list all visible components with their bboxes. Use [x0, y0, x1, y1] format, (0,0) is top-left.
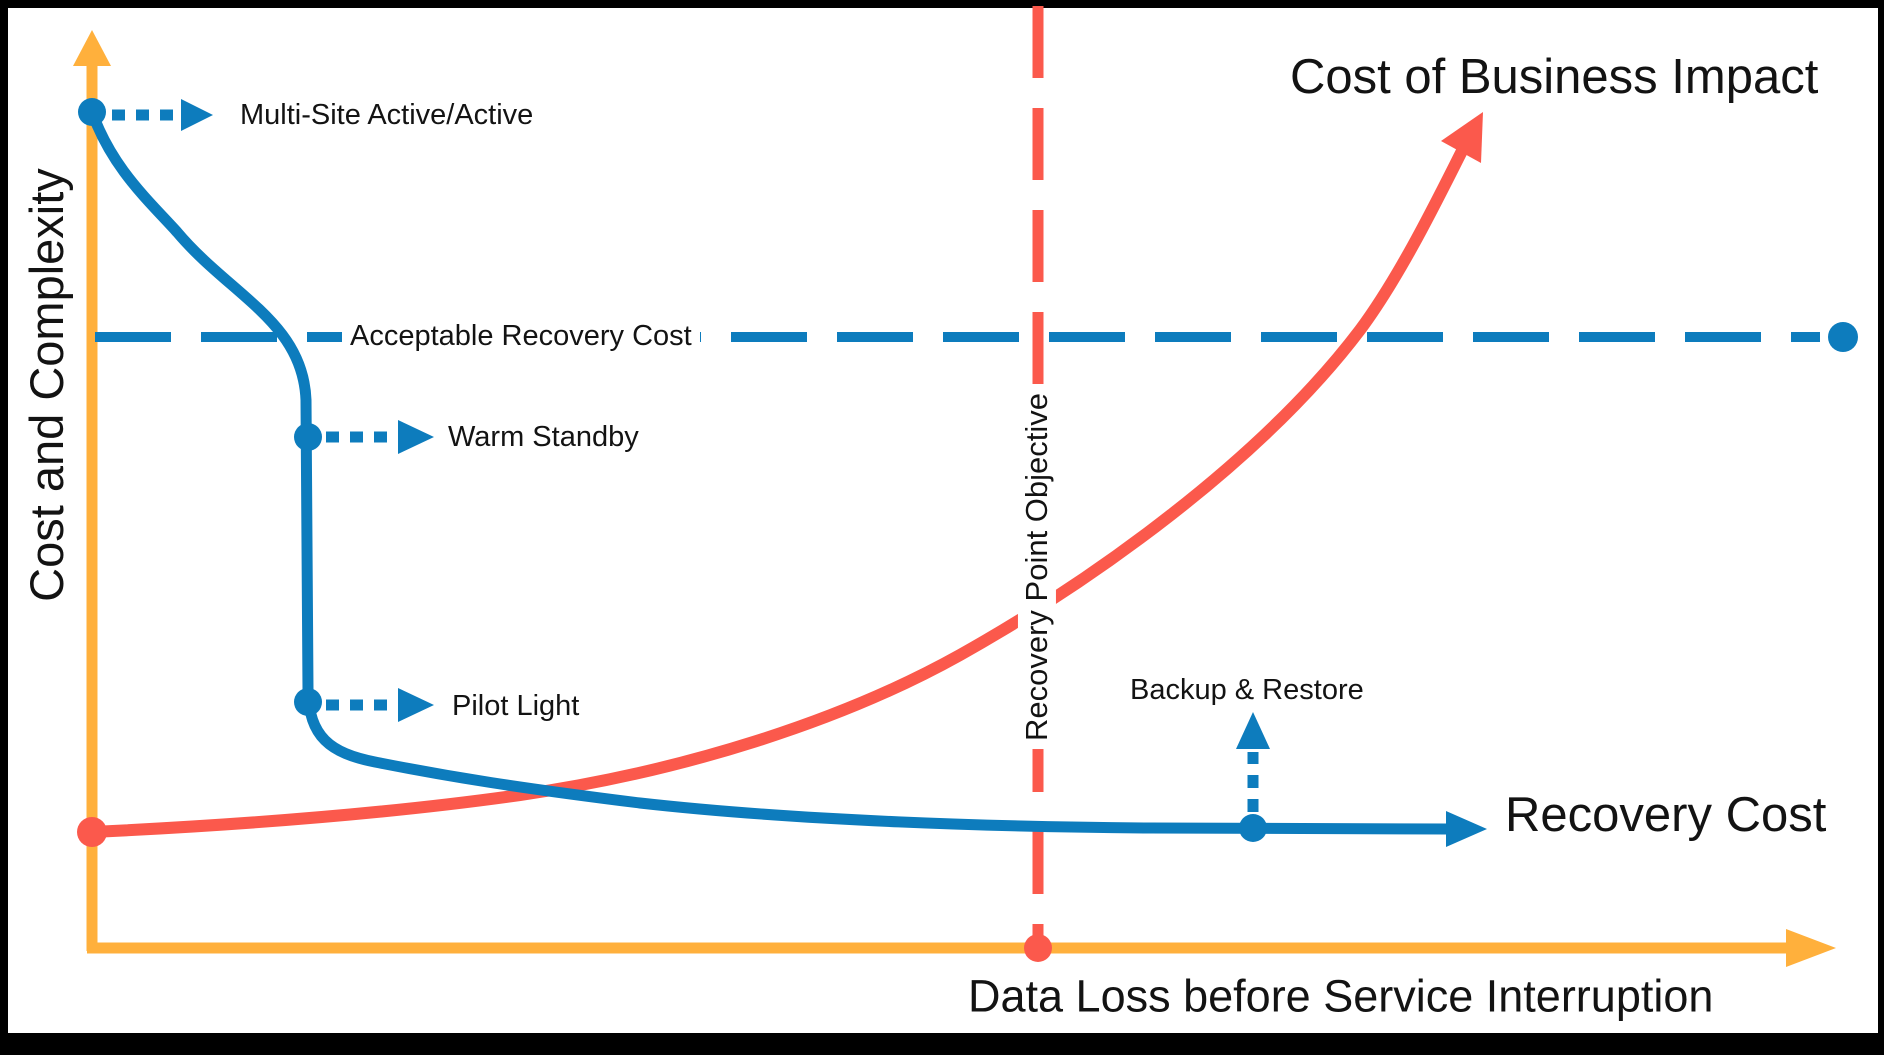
pilot-light-label: Pilot Light	[452, 690, 580, 723]
chart-canvas	[8, 8, 1878, 1033]
multi-site-label: Multi-Site Active/Active	[240, 99, 534, 132]
y-axis-arrow-icon	[73, 30, 111, 66]
recovery-cost-arrow-icon	[1446, 811, 1487, 847]
backup-restore-callout-arrowhead-icon	[1236, 712, 1270, 749]
x-axis-arrow-icon	[1786, 929, 1836, 967]
recovery-point-objective-label: Recovery Point Objective	[1017, 384, 1057, 750]
y-axis-label: Cost and Complexity	[20, 168, 74, 602]
business-impact-start-dot	[77, 817, 107, 847]
warm-standby-dot	[294, 423, 322, 451]
business-impact-curve	[91, 140, 1472, 838]
business-impact-arrow-icon	[1441, 112, 1483, 163]
multi-site-dot	[78, 98, 106, 126]
multi-site-callout-arrowhead-icon	[181, 99, 213, 131]
backup-restore-label: Backup & Restore	[1130, 674, 1364, 707]
recovery-cost-label: Recovery Cost	[1505, 788, 1827, 843]
recovery-cost-curve	[86, 110, 1449, 835]
warm-standby-callout-arrowhead-icon	[398, 420, 434, 454]
rpo-axis-dot	[1024, 934, 1052, 962]
acceptable-recovery-cost-end-dot	[1828, 322, 1858, 352]
x-axis-label: Data Loss before Service Interruption	[968, 970, 1714, 1022]
backup-restore-dot	[1239, 814, 1267, 842]
chart-title: Cost of Business Impact	[1290, 50, 1819, 105]
warm-standby-label: Warm Standby	[448, 421, 639, 454]
pilot-light-callout-arrowhead-icon	[398, 688, 434, 722]
acceptable-recovery-cost-label: Acceptable Recovery Cost	[342, 319, 700, 355]
pilot-light-dot	[294, 688, 322, 716]
